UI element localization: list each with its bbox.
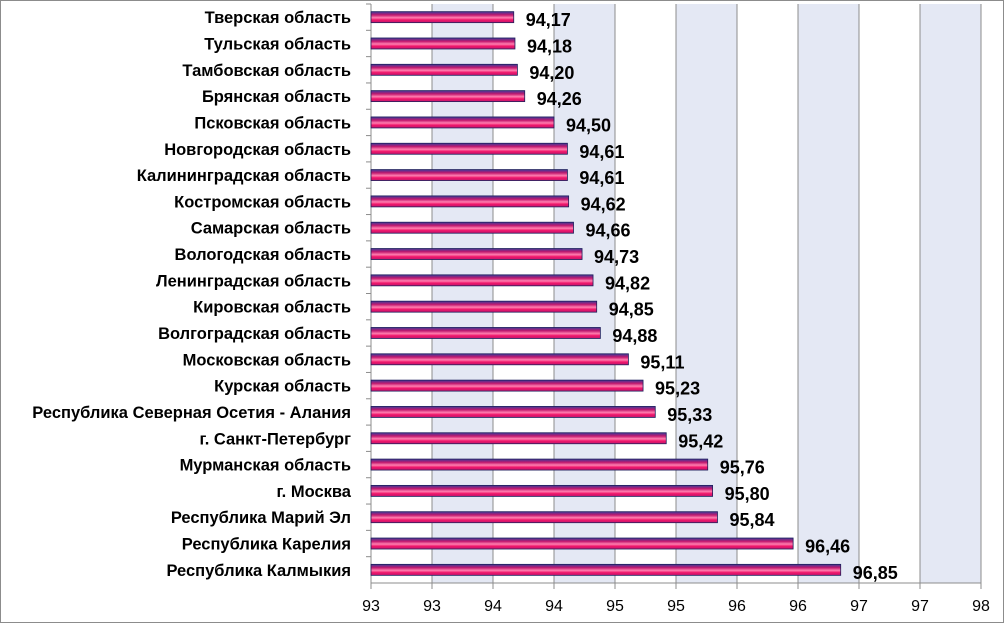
bar [370, 537, 794, 550]
x-tick-label: 96 [728, 598, 746, 615]
value-label: 94,18 [527, 36, 572, 56]
value-label: 95,11 [640, 352, 684, 372]
value-labels: 94,17 94,18 94,20 94,26 94,50 94,61 94,61 94,62… [526, 10, 898, 583]
bar [370, 63, 518, 76]
category-label: Тверская область [205, 9, 351, 27]
category-label: Республика Карелия [182, 536, 351, 554]
category-label: Курская область [214, 378, 351, 396]
category-label: Республика Калмыкия [166, 562, 351, 580]
bar [370, 116, 555, 129]
category-label: г. Москва [276, 483, 351, 501]
bar [370, 379, 644, 392]
category-label: Московская область [183, 351, 351, 369]
category-labels: Тверская область Тульская область Тамбовск… [32, 9, 352, 580]
bar [370, 195, 570, 208]
category-label: Костромская область [174, 193, 351, 211]
value-label: 94,61 [579, 142, 624, 162]
value-label: 95,80 [725, 484, 770, 504]
value-label: 95,76 [720, 458, 765, 478]
value-label: 95,33 [667, 405, 712, 425]
x-tick-label: 95 [606, 598, 624, 615]
value-label: 94,82 [605, 273, 650, 293]
bar [370, 11, 515, 24]
x-tick-label: 96 [789, 598, 807, 615]
bar [370, 37, 516, 50]
x-tick-labels: 93 93 94 94 95 95 96 96 97 97 98 [362, 598, 990, 615]
x-tick-label: 97 [850, 598, 868, 615]
x-tick-label: 98 [972, 598, 990, 615]
category-label: Самарская область [191, 220, 351, 238]
category-label: Республика Марий Эл [171, 509, 351, 527]
value-label: 96,85 [853, 563, 898, 583]
bars [370, 11, 842, 576]
bar [370, 327, 601, 339]
x-tick-label: 94 [484, 598, 502, 615]
bar [370, 353, 629, 366]
category-label: Калининградская область [137, 167, 351, 185]
bar [370, 274, 594, 287]
category-label: Псковская область [194, 114, 351, 132]
category-label: Республика Северная Осетия - Алания [32, 404, 351, 422]
bar [370, 221, 574, 234]
value-label: 95,84 [729, 510, 774, 530]
value-label: 95,23 [655, 379, 700, 399]
category-label: Вологодская область [175, 246, 351, 264]
value-label: 94,66 [586, 221, 631, 241]
bar [370, 300, 598, 313]
plot-band [798, 4, 859, 583]
plot-band [737, 4, 798, 583]
category-label: Тамбовская область [182, 62, 351, 80]
plot-band [859, 4, 920, 583]
category-label: Волгоградская область [158, 325, 351, 343]
category-label: Ленинградская область [156, 272, 351, 290]
bar [370, 511, 718, 524]
x-tick-label: 97 [911, 598, 929, 615]
category-label: Новгородская область [164, 141, 351, 159]
bar [370, 248, 583, 260]
value-label: 94,50 [566, 115, 611, 135]
value-label: 94,88 [612, 326, 657, 346]
x-tick-label: 93 [423, 598, 441, 615]
plot-band [920, 4, 981, 583]
value-label: 95,42 [678, 431, 723, 451]
value-label: 94,17 [526, 10, 571, 30]
x-tick-label: 94 [545, 598, 563, 615]
bar [370, 458, 709, 471]
x-tick-label: 95 [667, 598, 685, 615]
bar [370, 432, 667, 445]
value-label: 94,85 [609, 300, 654, 320]
bar [370, 484, 714, 497]
value-label: 94,61 [579, 168, 624, 188]
category-label: Кировская область [193, 299, 351, 317]
bar [370, 563, 842, 576]
category-label: г. Санкт-Петербург [199, 430, 351, 448]
value-label: 94,20 [529, 63, 574, 83]
value-label: 94,26 [537, 89, 582, 109]
bar [370, 90, 526, 103]
category-label: Тульская область [204, 35, 351, 53]
category-label: Мурманская область [180, 457, 351, 475]
category-label: Брянская область [202, 88, 351, 106]
value-label: 94,62 [581, 194, 626, 214]
value-label: 96,46 [805, 537, 850, 557]
bar [370, 406, 656, 418]
bar [370, 169, 568, 181]
x-tick-label: 93 [362, 598, 380, 615]
bar [370, 142, 568, 155]
value-label: 94,73 [594, 247, 639, 267]
